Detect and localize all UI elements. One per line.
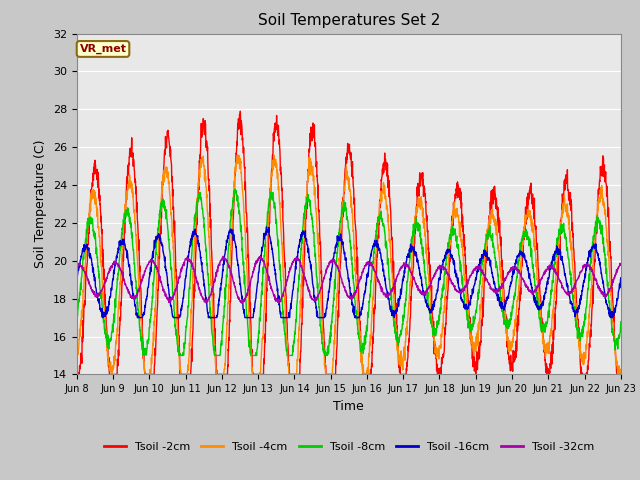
Tsoil -2cm: [73, 372, 81, 377]
Tsoil -16cm: [365, 264, 372, 269]
Tsoil -8cm: [225, 241, 232, 247]
Tsoil -32cm: [570, 285, 577, 291]
Tsoil -4cm: [617, 366, 625, 372]
Tsoil -32cm: [219, 253, 227, 259]
Tsoil -32cm: [584, 263, 592, 269]
Tsoil -8cm: [231, 186, 239, 192]
Tsoil -2cm: [365, 372, 372, 377]
Tsoil -8cm: [365, 307, 372, 313]
Tsoil -2cm: [617, 372, 625, 377]
Tsoil -8cm: [141, 353, 148, 359]
Line: Tsoil -32cm: Tsoil -32cm: [77, 256, 621, 303]
Text: VR_met: VR_met: [79, 44, 127, 54]
Tsoil -2cm: [237, 108, 244, 114]
Tsoil -4cm: [570, 270, 577, 276]
Line: Tsoil -4cm: Tsoil -4cm: [77, 155, 621, 374]
Tsoil -32cm: [377, 286, 385, 291]
Tsoil -2cm: [225, 348, 232, 354]
Legend: Tsoil -2cm, Tsoil -4cm, Tsoil -8cm, Tsoil -16cm, Tsoil -32cm: Tsoil -2cm, Tsoil -4cm, Tsoil -8cm, Tsoi…: [99, 438, 598, 457]
Tsoil -4cm: [234, 152, 242, 158]
Line: Tsoil -16cm: Tsoil -16cm: [77, 227, 621, 318]
Tsoil -4cm: [225, 282, 232, 288]
Y-axis label: Soil Temperature (C): Soil Temperature (C): [35, 140, 47, 268]
Tsoil -4cm: [108, 372, 115, 377]
Tsoil -32cm: [237, 300, 245, 306]
Tsoil -16cm: [508, 280, 515, 286]
Tsoil -16cm: [73, 276, 81, 282]
Tsoil -16cm: [377, 251, 385, 256]
Tsoil -2cm: [507, 367, 515, 373]
Tsoil -32cm: [225, 264, 232, 270]
Tsoil -16cm: [225, 229, 232, 235]
Tsoil -4cm: [377, 201, 385, 206]
Tsoil -16cm: [584, 257, 592, 263]
Tsoil -16cm: [262, 224, 270, 230]
X-axis label: Time: Time: [333, 400, 364, 413]
Tsoil -2cm: [376, 202, 384, 207]
Tsoil -16cm: [570, 305, 577, 311]
Tsoil -4cm: [73, 358, 81, 363]
Tsoil -32cm: [365, 259, 372, 265]
Tsoil -8cm: [584, 287, 592, 292]
Tsoil -32cm: [617, 261, 625, 267]
Tsoil -32cm: [73, 264, 81, 270]
Tsoil -2cm: [569, 234, 577, 240]
Tsoil -8cm: [377, 213, 385, 219]
Line: Tsoil -8cm: Tsoil -8cm: [77, 189, 621, 356]
Tsoil -4cm: [508, 348, 515, 354]
Tsoil -2cm: [584, 365, 592, 371]
Tsoil -8cm: [617, 319, 625, 324]
Tsoil -16cm: [617, 275, 625, 281]
Tsoil -4cm: [365, 354, 372, 360]
Tsoil -8cm: [508, 310, 515, 315]
Tsoil -8cm: [73, 314, 81, 320]
Tsoil -8cm: [570, 292, 577, 298]
Tsoil -4cm: [584, 328, 592, 334]
Tsoil -32cm: [508, 265, 515, 271]
Tsoil -16cm: [99, 315, 107, 321]
Title: Soil Temperatures Set 2: Soil Temperatures Set 2: [258, 13, 440, 28]
Line: Tsoil -2cm: Tsoil -2cm: [77, 111, 621, 374]
